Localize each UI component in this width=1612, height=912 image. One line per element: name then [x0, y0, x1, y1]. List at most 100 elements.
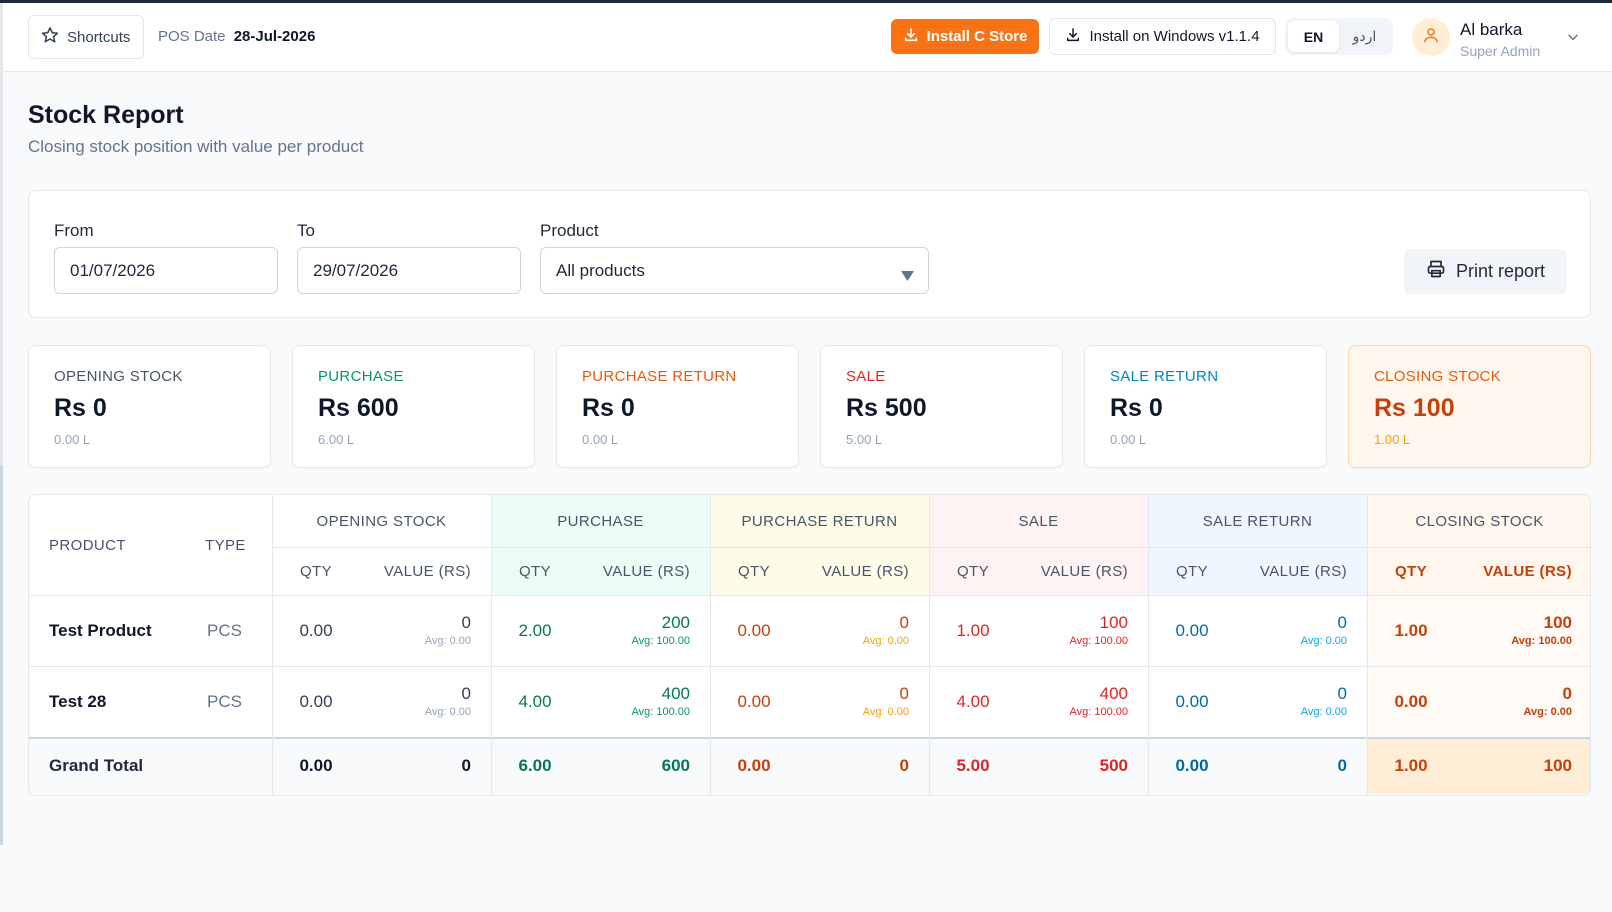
product-name: Test Product	[49, 620, 152, 640]
summary-card-title: PURCHASE RETURN	[582, 368, 737, 385]
user-name: Al barka	[1460, 20, 1523, 39]
summary-card-title: SALE	[846, 368, 886, 385]
user-icon	[1422, 26, 1440, 49]
summary-card-value: Rs 0	[1110, 394, 1163, 422]
install-windows-button[interactable]: Install on Windows v1.1.4	[1049, 18, 1276, 55]
qty-cell: 0.00	[299, 691, 333, 711]
value-column-header: VALUE (RS)	[1259, 562, 1347, 580]
grand-total-qty: 5.00	[956, 755, 990, 775]
value-cell: 100 Avg: 100.00	[1455, 613, 1572, 647]
value-amount: 400	[661, 684, 690, 703]
grand-total-label: Grand Total	[49, 755, 144, 775]
qty-column-header: QTY	[1394, 562, 1428, 580]
grand-total-value: 100	[1543, 755, 1572, 775]
summary-card-sub: 0.00 L	[582, 432, 619, 447]
install-store-button[interactable]: Install C Store	[891, 19, 1039, 54]
product-select[interactable]: All products	[540, 247, 929, 294]
value-average: Avg: 0.00	[862, 706, 909, 718]
summary-card-opening-stock: OPENING STOCK Rs 0 0.00 L	[28, 345, 271, 468]
grand-total-value: 0	[1337, 755, 1347, 775]
product-select-value: All products	[556, 260, 645, 280]
group-header-bg	[929, 495, 1148, 595]
value-cell: 0 Avg: 0.00	[1236, 684, 1347, 718]
qty-cell: 0.00	[299, 620, 333, 640]
qty-cell: 4.00	[956, 691, 990, 711]
summary-card-value: Rs 600	[318, 394, 399, 422]
from-date-input[interactable]: 01/07/2026	[54, 247, 278, 294]
summary-card-sub: 6.00 L	[318, 432, 355, 447]
summary-card-value: Rs 0	[582, 394, 635, 422]
summary-card-value: Rs 100	[1374, 394, 1455, 422]
value-amount: 0	[899, 613, 909, 632]
star-icon	[41, 26, 59, 48]
value-amount: 0	[1562, 684, 1572, 703]
qty-cell: 0.00	[1394, 691, 1428, 711]
value-amount: 0	[461, 613, 471, 632]
value-cell: 0 Avg: 0.00	[1236, 613, 1347, 647]
summary-card-sub: 5.00 L	[846, 432, 883, 447]
qty-cell: 0.00	[737, 691, 771, 711]
value-cell: 0 Avg: 0.00	[1455, 684, 1572, 718]
qty-column-header: QTY	[299, 562, 333, 580]
install-store-label: Install C Store	[926, 28, 1028, 45]
shortcuts-label: Shortcuts	[67, 28, 131, 46]
summary-card-purchase-return: PURCHASE RETURN Rs 0 0.00 L	[556, 345, 799, 468]
window-scroll-edge	[0, 465, 3, 845]
install-windows-label: Install on Windows v1.1.4	[1089, 28, 1260, 45]
filter-card: From 01/07/2026 To 29/07/2026 Product Al…	[28, 190, 1591, 318]
value-amount: 0	[1337, 613, 1347, 632]
printer-icon	[1426, 259, 1446, 284]
group-header-bg	[491, 495, 710, 595]
divider	[710, 495, 711, 795]
to-date-input[interactable]: 29/07/2026	[297, 247, 521, 294]
product-type: PCS	[207, 691, 242, 711]
lang-urdu-button[interactable]: اردو	[1352, 28, 1377, 44]
divider	[1148, 495, 1149, 795]
page-subtitle: Closing stock position with value per pr…	[28, 137, 364, 156]
dropdown-triangle-icon	[901, 266, 914, 286]
print-report-button[interactable]: Print report	[1404, 249, 1567, 294]
summary-card-title: CLOSING STOCK	[1374, 368, 1501, 385]
group-header-opening-stock: OPENING STOCK	[316, 512, 447, 530]
value-amount: 200	[661, 613, 690, 632]
summary-card-title: SALE RETURN	[1110, 368, 1219, 385]
shortcuts-button[interactable]: Shortcuts	[28, 15, 144, 59]
lang-en-button[interactable]: EN	[1288, 21, 1339, 52]
group-header-purchase: PURCHASE	[557, 512, 644, 530]
value-amount: 0	[1337, 684, 1347, 703]
summary-card-sub: 0.00 L	[54, 432, 91, 447]
divider	[272, 495, 273, 795]
qty-column-header: QTY	[737, 562, 771, 580]
value-cell: 0 Avg: 0.00	[360, 684, 471, 718]
grand-total-qty: 0.00	[299, 755, 333, 775]
chevron-down-icon[interactable]	[1566, 30, 1580, 49]
language-switcher: EN اردو	[1285, 18, 1393, 55]
pos-date-value: 28-Jul-2026	[233, 28, 316, 45]
product-label: Product	[540, 221, 599, 240]
group-header-sale-return: SALE RETURN	[1202, 512, 1313, 530]
group-header-bg	[272, 495, 491, 595]
product-name: Test 28	[49, 691, 107, 711]
grand-total-closing-bg	[1367, 737, 1590, 794]
top-header: Shortcuts POS Date 28-Jul-2026 Install C…	[3, 3, 1612, 72]
value-average: Avg: 0.00	[1300, 706, 1347, 718]
qty-cell: 0.00	[737, 620, 771, 640]
value-cell: 100 Avg: 100.00	[1017, 613, 1128, 647]
value-cell: 0 Avg: 0.00	[798, 613, 909, 647]
product-type: PCS	[207, 620, 242, 640]
value-average: Avg: 100.00	[1511, 635, 1572, 647]
qty-cell: 2.00	[518, 620, 552, 640]
qty-column-header: QTY	[518, 562, 552, 580]
avatar[interactable]	[1412, 18, 1450, 56]
group-header-sale: SALE	[1018, 512, 1059, 530]
stock-table: PRODUCT TYPE OPENING STOCK QTY VALUE (RS) PUR…	[28, 494, 1591, 796]
grand-total-qty: 0.00	[737, 755, 771, 775]
value-average: Avg: 0.00	[424, 706, 471, 718]
group-header-bg	[1367, 495, 1590, 595]
value-average: Avg: 100.00	[631, 706, 690, 718]
grand-total-value: 0	[899, 755, 909, 775]
divider	[272, 547, 1590, 548]
summary-card-sale: SALE Rs 500 5.00 L	[820, 345, 1063, 468]
qty-cell: 0.00	[1175, 620, 1209, 640]
grand-total-qty: 1.00	[1394, 755, 1428, 775]
